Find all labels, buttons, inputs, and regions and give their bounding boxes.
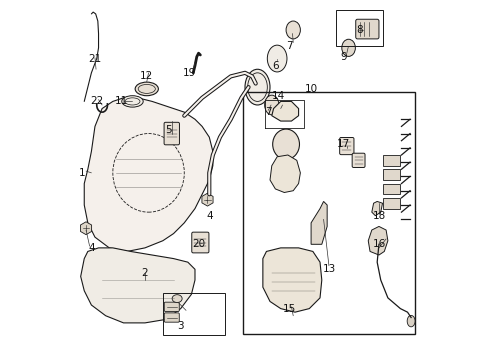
Text: 4: 4: [88, 243, 95, 253]
Text: 13: 13: [322, 264, 336, 274]
Ellipse shape: [265, 95, 279, 115]
Text: 22: 22: [90, 96, 103, 107]
Polygon shape: [81, 248, 195, 323]
Text: 5: 5: [165, 125, 172, 135]
Text: 4: 4: [206, 211, 213, 221]
Bar: [243, 93, 415, 334]
Text: 17: 17: [337, 139, 350, 149]
Text: 2: 2: [142, 268, 148, 278]
Bar: [383, 155, 400, 166]
FancyBboxPatch shape: [352, 153, 365, 167]
Ellipse shape: [286, 21, 300, 39]
Text: 3: 3: [177, 321, 184, 332]
Bar: [383, 169, 400, 180]
Ellipse shape: [268, 45, 287, 72]
Bar: [383, 184, 400, 194]
Text: 7: 7: [286, 41, 293, 51]
Text: 21: 21: [88, 54, 101, 64]
Polygon shape: [84, 98, 213, 251]
Ellipse shape: [245, 69, 270, 105]
FancyBboxPatch shape: [164, 122, 179, 145]
Polygon shape: [270, 155, 300, 193]
Polygon shape: [311, 202, 327, 244]
Text: 18: 18: [372, 211, 386, 221]
Text: 16: 16: [372, 239, 386, 249]
Text: 10: 10: [304, 84, 318, 94]
Text: 15: 15: [283, 303, 296, 314]
Polygon shape: [263, 248, 322, 312]
Ellipse shape: [135, 82, 158, 96]
Text: 6: 6: [272, 61, 279, 71]
Text: 9: 9: [340, 52, 346, 62]
Text: 1: 1: [79, 168, 86, 178]
FancyBboxPatch shape: [192, 232, 209, 253]
Ellipse shape: [342, 39, 355, 57]
Text: 7: 7: [265, 107, 271, 117]
Ellipse shape: [272, 129, 299, 159]
Bar: [383, 198, 400, 208]
FancyBboxPatch shape: [164, 302, 179, 311]
FancyBboxPatch shape: [340, 138, 354, 155]
Text: 19: 19: [183, 68, 196, 78]
Text: 12: 12: [140, 71, 153, 81]
FancyBboxPatch shape: [164, 313, 179, 322]
FancyBboxPatch shape: [356, 19, 379, 39]
Polygon shape: [372, 202, 383, 216]
Bar: [163, 293, 225, 336]
Bar: [336, 10, 383, 46]
Text: 11: 11: [115, 96, 128, 107]
Polygon shape: [368, 226, 388, 255]
Text: 20: 20: [192, 239, 205, 249]
Text: 8: 8: [356, 25, 363, 35]
Ellipse shape: [122, 96, 143, 107]
Polygon shape: [272, 102, 298, 121]
Ellipse shape: [172, 295, 182, 302]
Ellipse shape: [407, 315, 415, 327]
Text: 14: 14: [272, 91, 286, 101]
